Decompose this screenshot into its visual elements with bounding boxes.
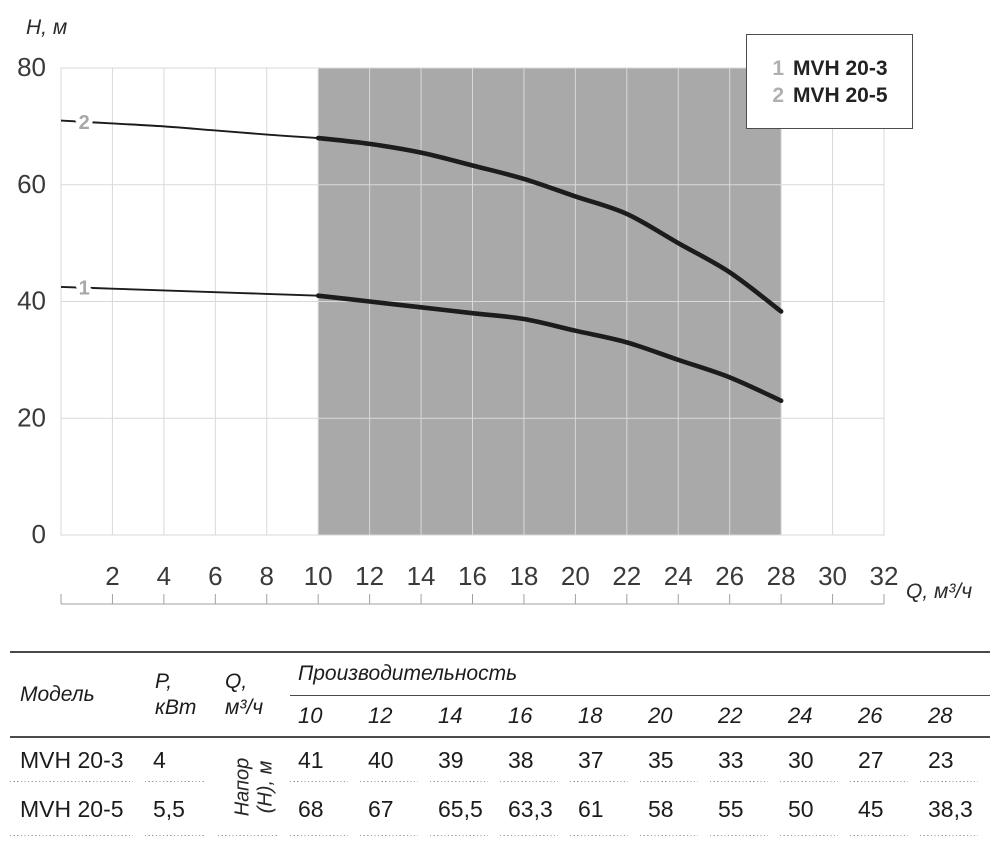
svg-text:24: 24	[664, 561, 693, 591]
value-cell: 27	[850, 737, 920, 782]
value-cell: 68	[290, 782, 360, 836]
flow-header-line2: м³/ч	[225, 695, 264, 719]
power-header-cell: P, кВт	[145, 652, 218, 738]
value-cell: 45	[850, 782, 920, 836]
legend-entry: 1 MVH 20-3	[768, 58, 912, 79]
svg-text:8: 8	[260, 561, 274, 591]
head-label-cell: Напор (H), м	[218, 737, 290, 836]
legend-series-number: 2	[772, 83, 784, 107]
svg-text:16: 16	[458, 561, 487, 591]
svg-text:2: 2	[105, 561, 119, 591]
performance-table-wrap: Модель P, кВт Q, м³/ч Производительность…	[10, 651, 990, 836]
value-cell: 40	[360, 737, 430, 782]
curve-number-label: 1	[79, 278, 90, 300]
svg-text:20: 20	[561, 561, 590, 591]
gridlines	[60, 67, 885, 536]
svg-text:4: 4	[157, 561, 171, 591]
model-cell: MVH 20-3	[10, 737, 145, 782]
svg-text:26: 26	[715, 561, 744, 591]
flow-subheader-cell: 22	[710, 695, 780, 738]
y-tick-labels: 0 20 40 60 80	[17, 52, 46, 549]
svg-text:22: 22	[612, 561, 641, 591]
value-cell: 58	[640, 782, 710, 836]
legend-series-name: MVH 20-5	[793, 83, 888, 107]
flow-subheader-cell: 28	[920, 695, 990, 738]
x-axis-title: Q, м³/ч	[906, 580, 973, 603]
value-cell: 33	[710, 737, 780, 782]
legend-entry: 2 MVH 20-5	[768, 85, 912, 106]
power-cell: 4	[145, 737, 218, 782]
svg-text:28: 28	[767, 561, 796, 591]
flow-subheader-cell: 20	[640, 695, 710, 738]
svg-text:10: 10	[304, 561, 333, 591]
legend-series-name: MVH 20-3	[793, 56, 888, 80]
flow-subheader-cell: 16	[500, 695, 570, 738]
value-cell: 50	[780, 782, 850, 836]
model-header-cell: Модель	[10, 652, 145, 738]
legend-series-number: 1	[772, 56, 784, 80]
value-cell: 30	[780, 737, 850, 782]
value-cell: 67	[360, 782, 430, 836]
svg-text:80: 80	[17, 52, 46, 82]
flow-subheader-cell: 12	[360, 695, 430, 738]
flow-subheader-cell: 18	[570, 695, 640, 738]
y-axis-title: H, м	[26, 16, 68, 39]
flow-header-cell: Q, м³/ч	[218, 652, 290, 738]
value-cell: 23	[920, 737, 990, 782]
pump-curve-MVH-20-5: 2	[60, 107, 784, 314]
power-header-line2: кВт	[155, 695, 197, 719]
performance-table: Модель P, кВт Q, м³/ч Производительность…	[10, 651, 990, 836]
value-cell: 39	[430, 737, 500, 782]
svg-text:32: 32	[870, 561, 899, 591]
value-cell: 38	[500, 737, 570, 782]
table-row: MVH 20-5 5,5 68 67 65,5 63,3 61 58 55 50…	[10, 782, 990, 836]
head-rotated-label: Напор (H), м	[231, 758, 277, 817]
svg-text:30: 30	[818, 561, 847, 591]
svg-text:12: 12	[355, 561, 384, 591]
performance-header-cell: Производительность	[290, 652, 990, 696]
flow-subheader-cell: 26	[850, 695, 920, 738]
flow-subheader-cell: 14	[430, 695, 500, 738]
head-label-line1: Напор	[231, 757, 253, 817]
svg-text:18: 18	[509, 561, 538, 591]
value-cell: 38,3	[920, 782, 990, 836]
svg-text:20: 20	[17, 402, 46, 432]
pump-curve-MVH-20-3: 1	[60, 273, 784, 404]
svg-text:14: 14	[407, 561, 436, 591]
power-cell: 5,5	[145, 782, 218, 836]
chart-legend: 1 MVH 20-3 2 MVH 20-5	[746, 34, 913, 129]
flow-subheader-cell: 10	[290, 695, 360, 738]
x-axis-ruler	[60, 594, 885, 605]
svg-text:40: 40	[17, 286, 46, 316]
value-cell: 61	[570, 782, 640, 836]
svg-text:60: 60	[17, 169, 46, 199]
value-cell: 65,5	[430, 782, 500, 836]
power-header-line1: P,	[155, 670, 173, 694]
svg-text:0: 0	[32, 519, 46, 549]
value-cell: 35	[640, 737, 710, 782]
value-cell: 55	[710, 782, 780, 836]
svg-text:6: 6	[208, 561, 222, 591]
x-tick-labels: 2 4 6 8 10 12 14 16 18 20 22 24 26 28 30 32	[105, 561, 898, 591]
head-label-line2: (H), м	[254, 760, 276, 814]
flow-header-line1: Q,	[225, 670, 248, 694]
value-cell: 41	[290, 737, 360, 782]
hq-curve-chart: 2 4 6 8 10 12 14 16 18 20 22 24 26 28 30 32 0 20 40 60 80 1 2 …	[17, 16, 973, 605]
value-cell: 37	[570, 737, 640, 782]
value-cell: 63,3	[500, 782, 570, 836]
curve-number-label: 2	[79, 112, 90, 134]
table-row: MVH 20-3 4 Напор (H), м 41 40 39 38 37 3…	[10, 737, 990, 836]
flow-subheader-cell: 24	[780, 695, 850, 738]
model-cell: MVH 20-5	[10, 782, 145, 836]
